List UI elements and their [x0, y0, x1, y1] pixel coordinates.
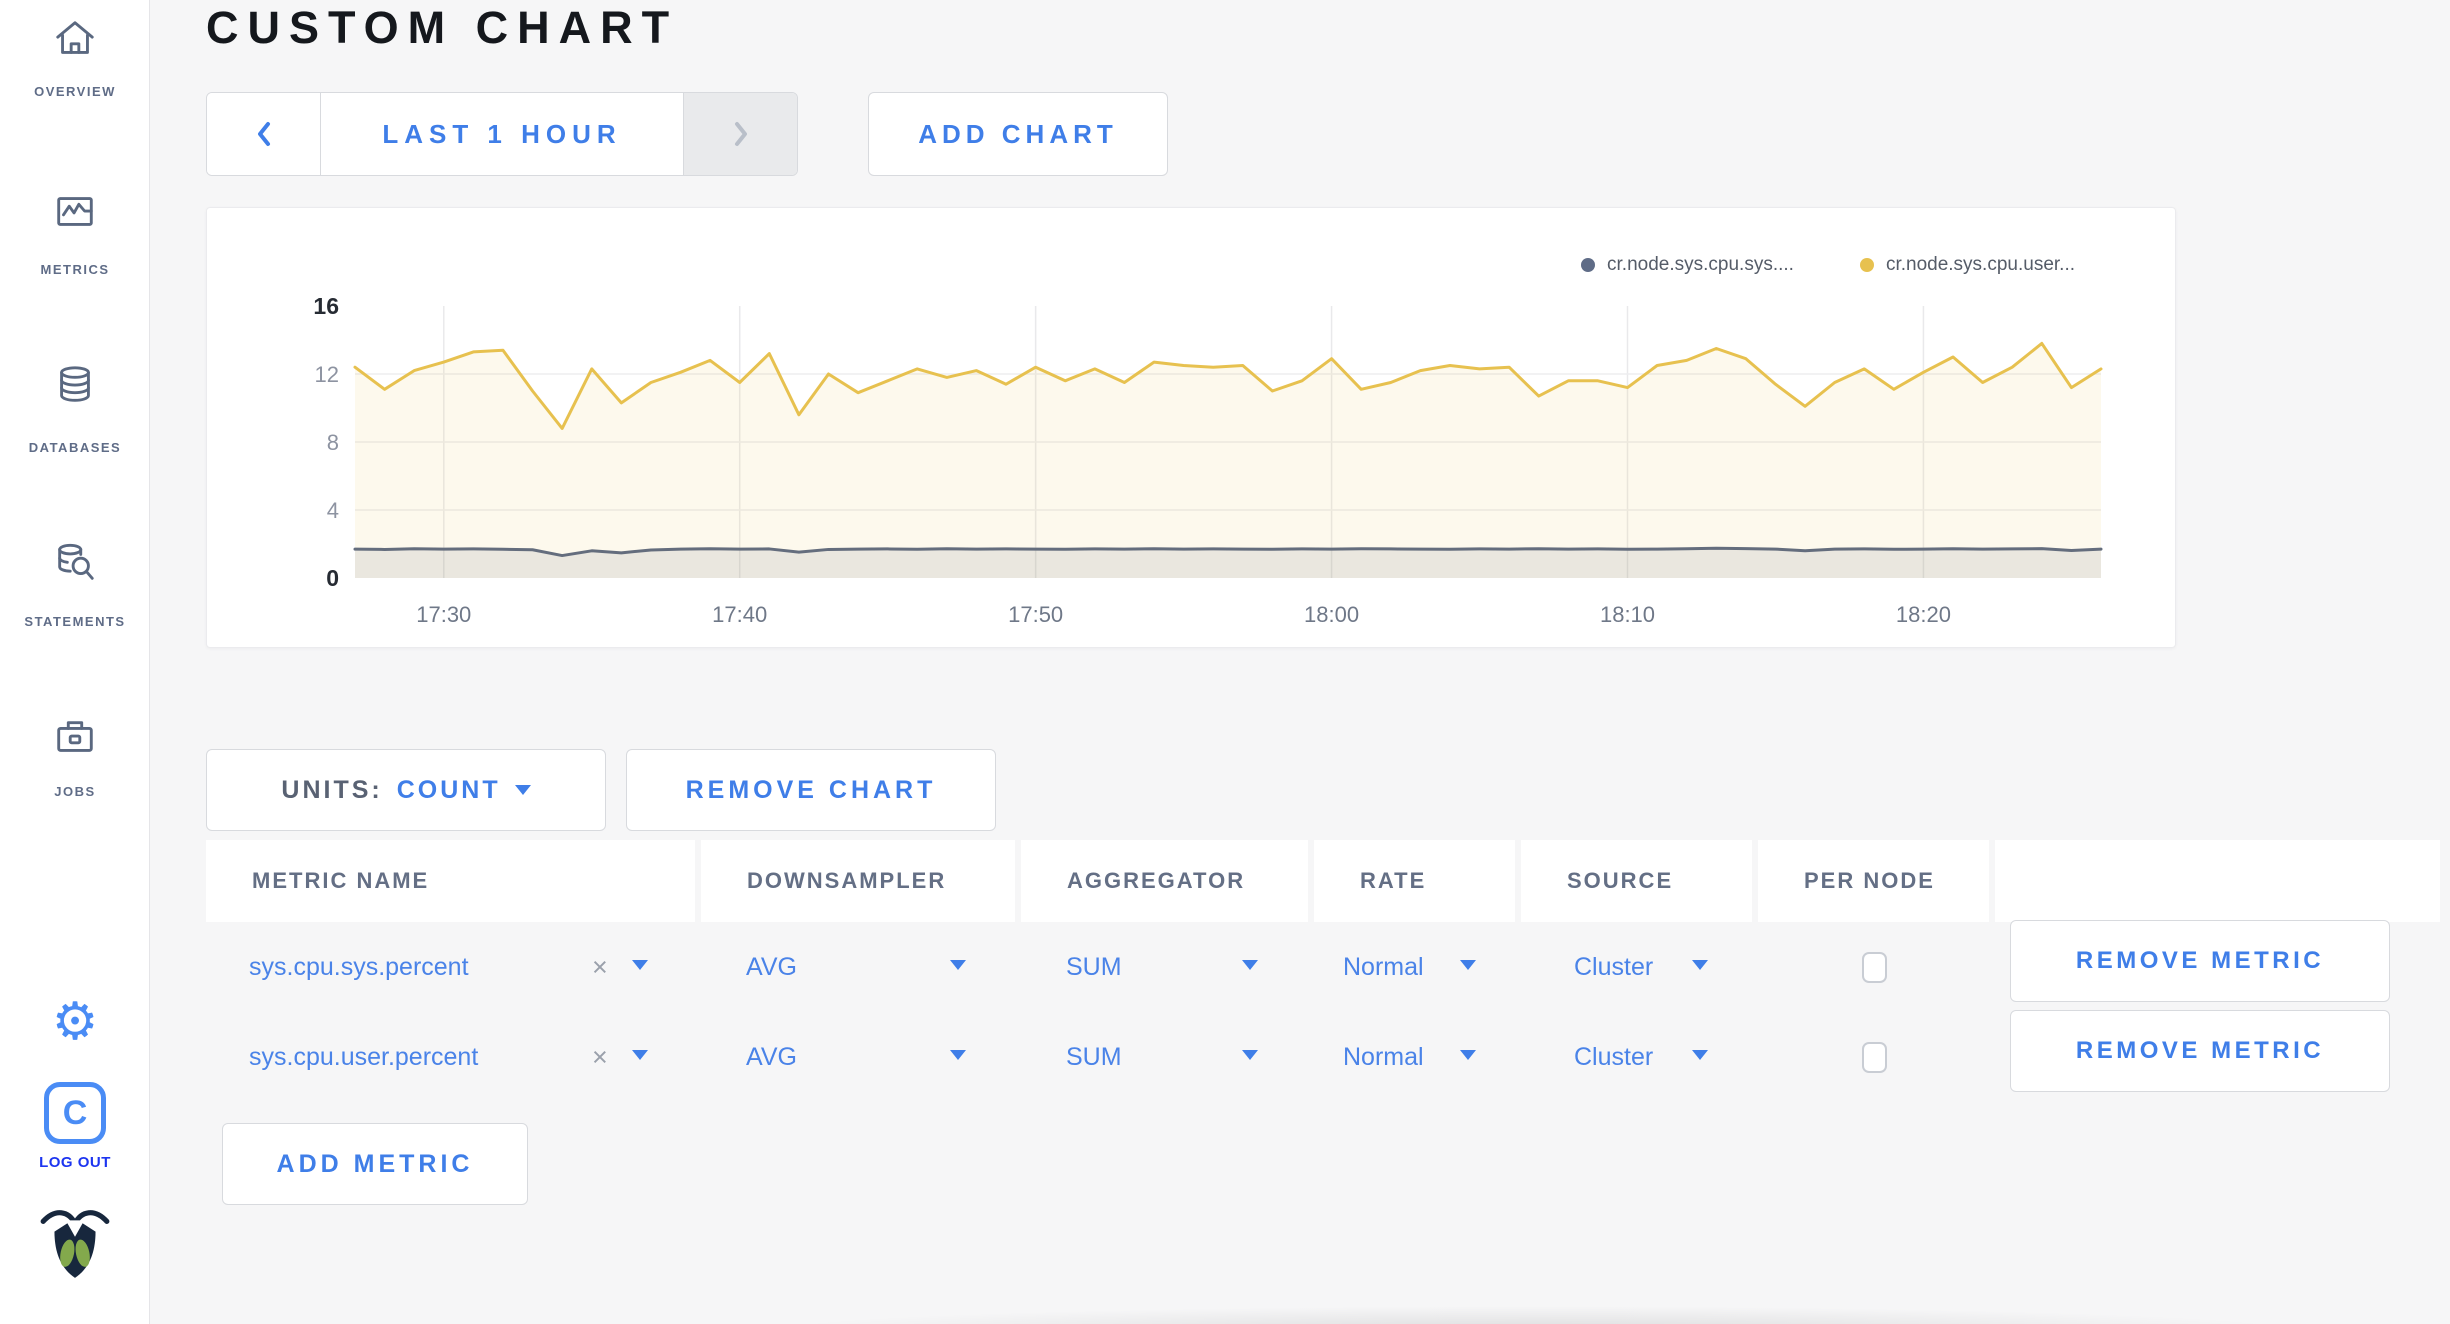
svg-text:18:20: 18:20: [1896, 602, 1951, 627]
sidebar-item-metrics[interactable]: [0, 188, 150, 239]
svg-text:17:30: 17:30: [416, 602, 471, 627]
legend-item-user[interactable]: cr.node.sys.cpu.user...: [1859, 254, 2075, 276]
metric-caret-down-icon[interactable]: [632, 1050, 648, 1060]
svg-text:8: 8: [327, 430, 339, 455]
briefcase-icon: [57, 721, 93, 752]
svg-text:18:00: 18:00: [1304, 602, 1359, 627]
metrics-icon: [57, 197, 93, 226]
page-title: CUSTOM CHART: [206, 2, 679, 53]
sidebar: OVERVIEW METRICS DATABASES STATEMENTS: [0, 0, 150, 1324]
sidebar-label-jobs[interactable]: JOBS: [54, 784, 96, 799]
legend-label-user: cr.node.sys.cpu.user...: [1885, 254, 2075, 275]
metric-name-value[interactable]: sys.cpu.sys.percent: [249, 952, 469, 981]
downsampler-value[interactable]: AVG: [746, 1042, 797, 1071]
sidebar-label-databases[interactable]: DATABASES: [28, 440, 122, 455]
svg-text:4: 4: [327, 498, 339, 523]
add-metric-button[interactable]: ADD METRIC: [222, 1123, 528, 1205]
metric-clear-x-icon[interactable]: ×: [592, 1041, 608, 1072]
time-range-prev-button[interactable]: [207, 93, 320, 175]
svg-text:17:50: 17:50: [1008, 602, 1063, 627]
metric-clear-x-icon[interactable]: ×: [592, 951, 608, 982]
header-aggregator: AGGREGATOR: [1021, 840, 1308, 922]
source-caret-down-icon[interactable]: [1692, 960, 1708, 970]
sidebar-label-statements[interactable]: STATEMENTS: [24, 614, 126, 629]
units-value: COUNT: [396, 775, 501, 804]
aggregator-caret-down-icon[interactable]: [1242, 960, 1258, 970]
rate-value[interactable]: Normal: [1343, 952, 1424, 981]
chart-card: 17:30 17:40 17:50 18:00 18:10 18:20 0 4 8 12 16 cr…: [206, 207, 2176, 648]
time-range-selector: LAST 1 HOUR: [206, 92, 798, 176]
add-chart-button[interactable]: ADD CHART: [868, 92, 1168, 176]
header-source: SOURCE: [1521, 840, 1752, 922]
sidebar-label-overview[interactable]: OVERVIEW: [34, 84, 116, 99]
logout-link[interactable]: LOG OUT: [39, 1154, 111, 1171]
rate-value[interactable]: Normal: [1343, 1042, 1424, 1071]
home-icon: [56, 21, 94, 54]
statements-icon: [58, 543, 94, 580]
svg-text:12: 12: [315, 362, 339, 387]
svg-text:16: 16: [313, 293, 339, 319]
chevron-right-icon: [734, 122, 747, 146]
sidebar-item-jobs[interactable]: [0, 714, 150, 765]
units-label: UNITS:: [281, 775, 383, 804]
chart-legend: cr.node.sys.cpu.sys.... cr.node.sys.cpu.…: [1581, 254, 2075, 276]
rate-caret-down-icon[interactable]: [1460, 960, 1476, 970]
downsampler-caret-down-icon[interactable]: [950, 1050, 966, 1060]
legend-dot-user-icon: [1859, 258, 1874, 272]
aggregator-caret-down-icon[interactable]: [1242, 1050, 1258, 1060]
aggregator-value[interactable]: SUM: [1066, 952, 1122, 981]
sidebar-item-databases[interactable]: [0, 362, 150, 413]
legend-label-sys: cr.node.sys.cpu.sys....: [1607, 254, 1794, 275]
sidebar-label-metrics[interactable]: METRICS: [40, 262, 110, 277]
header-downsampler: DOWNSAMPLER: [701, 840, 1015, 922]
table-row: sys.cpu.sys.percent × AVG SUM Normal Clu…: [0, 920, 2450, 1012]
per-node-checkbox[interactable]: [1862, 952, 1887, 983]
source-caret-down-icon[interactable]: [1692, 1050, 1708, 1060]
source-value[interactable]: Cluster: [1574, 1042, 1654, 1071]
per-node-checkbox[interactable]: [1862, 1042, 1887, 1073]
aggregator-value[interactable]: SUM: [1066, 1042, 1122, 1071]
rate-caret-down-icon[interactable]: [1460, 1050, 1476, 1060]
units-caret-down-icon: [514, 785, 531, 795]
metric-name-value[interactable]: sys.cpu.user.percent: [249, 1042, 479, 1071]
settings-gear-icon[interactable]: ⚙: [51, 993, 99, 1051]
cockroach-console-logo[interactable]: C: [44, 1082, 106, 1144]
sidebar-item-statements[interactable]: [0, 540, 150, 591]
chevron-left-icon: [257, 122, 270, 146]
database-icon: [60, 366, 90, 402]
legend-item-sys[interactable]: cr.node.sys.cpu.sys....: [1581, 254, 1794, 276]
header-metric-name: METRIC NAME: [206, 840, 695, 922]
source-value[interactable]: Cluster: [1574, 952, 1654, 981]
remove-chart-button[interactable]: REMOVE CHART: [626, 749, 996, 831]
units-select[interactable]: UNITS: COUNT: [206, 749, 606, 831]
metric-caret-down-icon[interactable]: [632, 960, 648, 970]
time-range-next-button[interactable]: [684, 93, 797, 175]
time-range-value[interactable]: LAST 1 HOUR: [320, 93, 684, 175]
next-chart-shadow: [620, 1302, 2450, 1324]
legend-dot-sys-icon: [1581, 258, 1596, 272]
header-per-node: PER NODE: [1758, 840, 1989, 922]
svg-text:17:40: 17:40: [712, 602, 767, 627]
downsampler-value[interactable]: AVG: [746, 952, 797, 981]
svg-text:18:10: 18:10: [1600, 602, 1655, 627]
header-actions-blank: [1995, 840, 2440, 922]
table-row: sys.cpu.user.percent × AVG SUM Normal Cl…: [0, 1010, 2450, 1102]
remove-metric-button[interactable]: REMOVE METRIC: [2010, 920, 2390, 1002]
remove-metric-button[interactable]: REMOVE METRIC: [2010, 1010, 2390, 1092]
svg-text:0: 0: [326, 565, 339, 591]
metrics-chart-plot[interactable]: 17:30 17:40 17:50 18:00 18:10 18:20 0 4 8 12 16: [207, 208, 2177, 649]
cockroachdb-bug-logo: [39, 1206, 111, 1282]
sidebar-item-overview[interactable]: [0, 16, 150, 67]
downsampler-caret-down-icon[interactable]: [950, 960, 966, 970]
header-rate: RATE: [1314, 840, 1515, 922]
